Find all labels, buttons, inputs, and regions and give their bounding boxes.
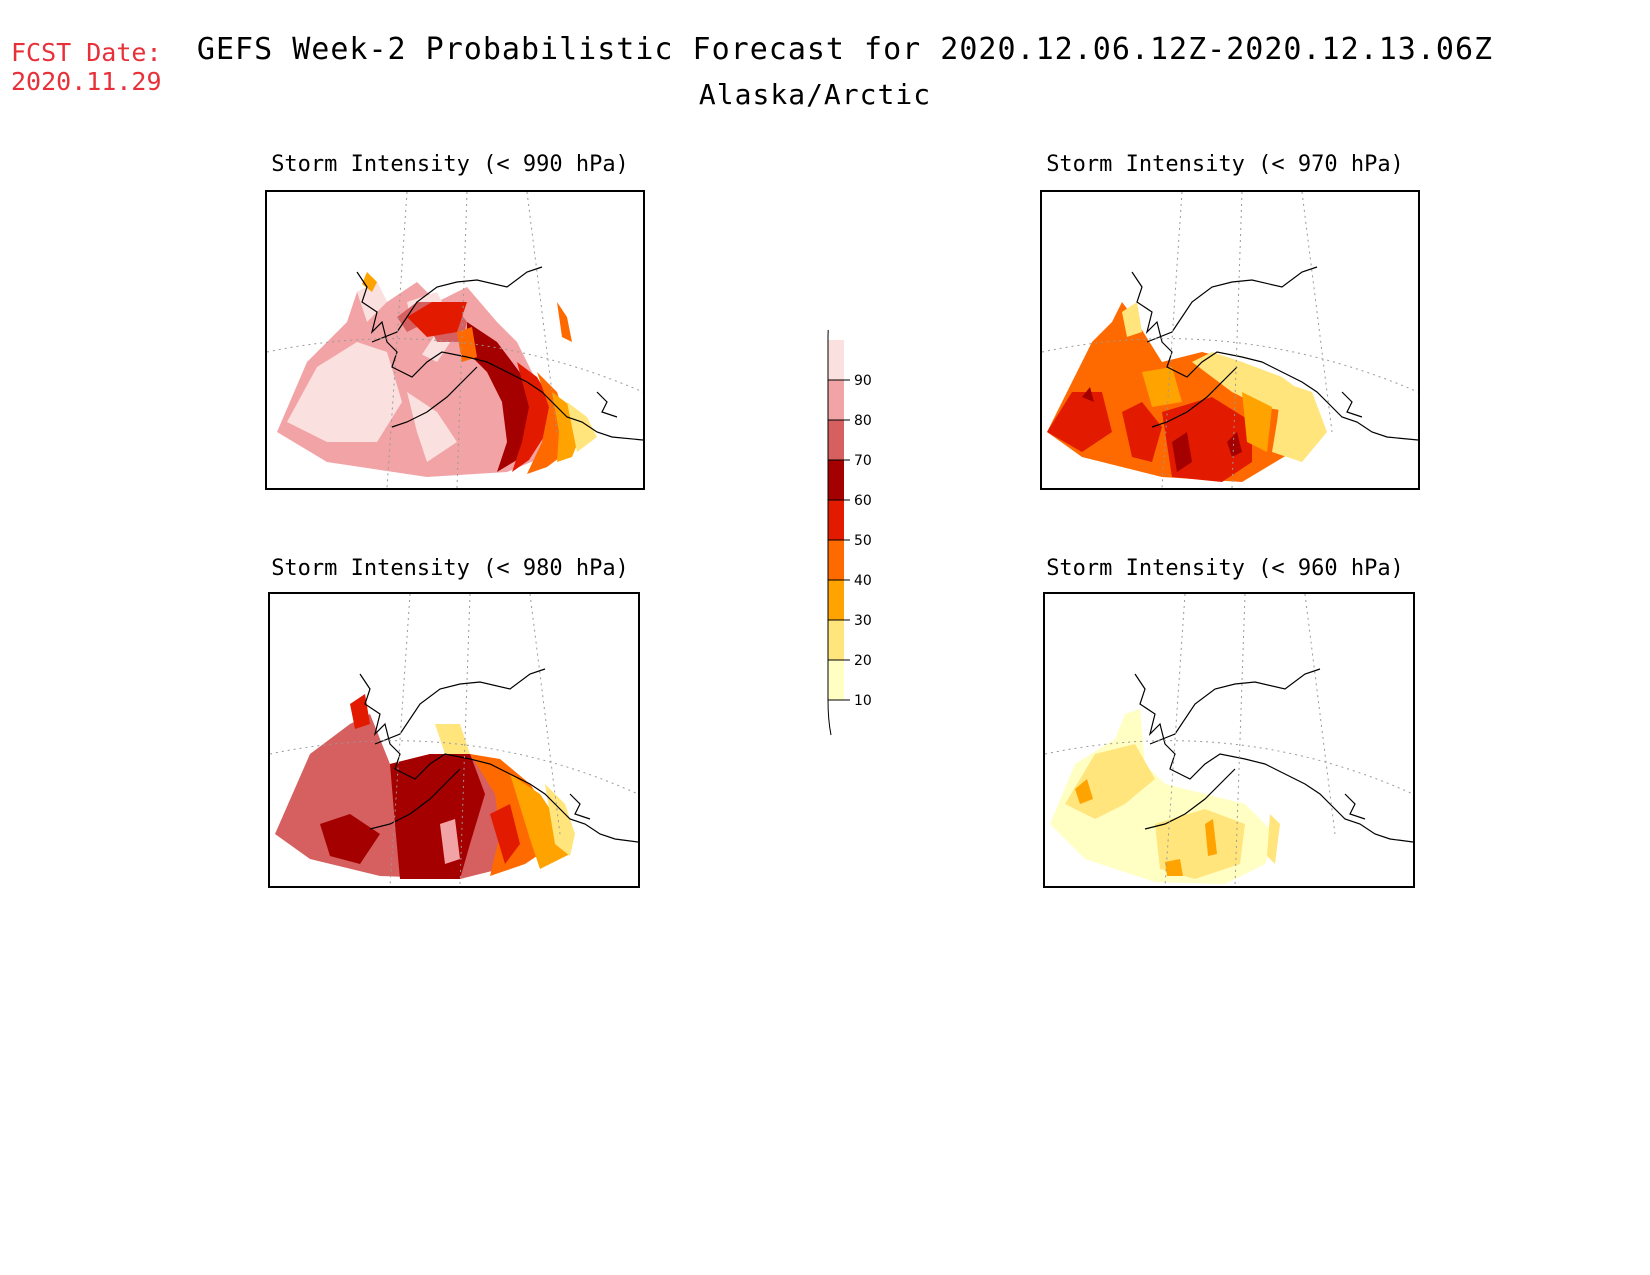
- panel-title-970: Storm Intensity (< 970 hPa): [1046, 152, 1404, 177]
- legend-colorbar: 10 20 30 40 50 60 70 80 90: [827, 304, 872, 736]
- map-panel-970: [1040, 190, 1420, 490]
- region-subtitle: Alaska/Arctic: [698, 78, 932, 111]
- colorbar-bottom-tip: [827, 699, 832, 736]
- colorbar-segment: [828, 380, 844, 420]
- colorbar-segment: [828, 500, 844, 540]
- colorbar-label: 30: [854, 613, 872, 629]
- colorbar-label: 90: [854, 373, 872, 389]
- colorbar-label: 10: [854, 693, 872, 709]
- colorbar-segment: [828, 620, 844, 660]
- colorbar-label: 60: [854, 493, 872, 509]
- color-legend: 10 20 30 40 50 60 70 80 90: [820, 304, 900, 750]
- map-panel-960: [1043, 592, 1415, 888]
- forecast-date-block: FCST Date: 2020.11.29: [11, 38, 162, 96]
- panel-title-960: Storm Intensity (< 960 hPa): [1046, 556, 1404, 581]
- colorbar-segment: [828, 420, 844, 460]
- colorbar-label: 70: [854, 453, 872, 469]
- colorbar-segment: [828, 660, 844, 700]
- panel-title-980: Storm Intensity (< 980 hPa): [271, 556, 629, 581]
- map-panel-980: [268, 592, 640, 888]
- colorbar-segment: [828, 580, 844, 620]
- forecast-date-label: FCST Date:: [11, 38, 162, 67]
- colorbar-label: 50: [854, 533, 872, 549]
- colorbar-segment: [828, 460, 844, 500]
- colorbar-label: 40: [854, 573, 872, 589]
- page-title: GEFS Week-2 Probabilistic Forecast for 2…: [196, 32, 1494, 67]
- forecast-date-value: 2020.11.29: [11, 67, 162, 96]
- colorbar-top-tip: [827, 304, 832, 341]
- panel-title-990: Storm Intensity (< 990 hPa): [271, 152, 629, 177]
- colorbar-label: 20: [854, 653, 872, 669]
- colorbar-segment: [828, 540, 844, 580]
- map-panel-990: [265, 190, 645, 490]
- colorbar-label: 80: [854, 413, 872, 429]
- colorbar-segment: [828, 340, 844, 380]
